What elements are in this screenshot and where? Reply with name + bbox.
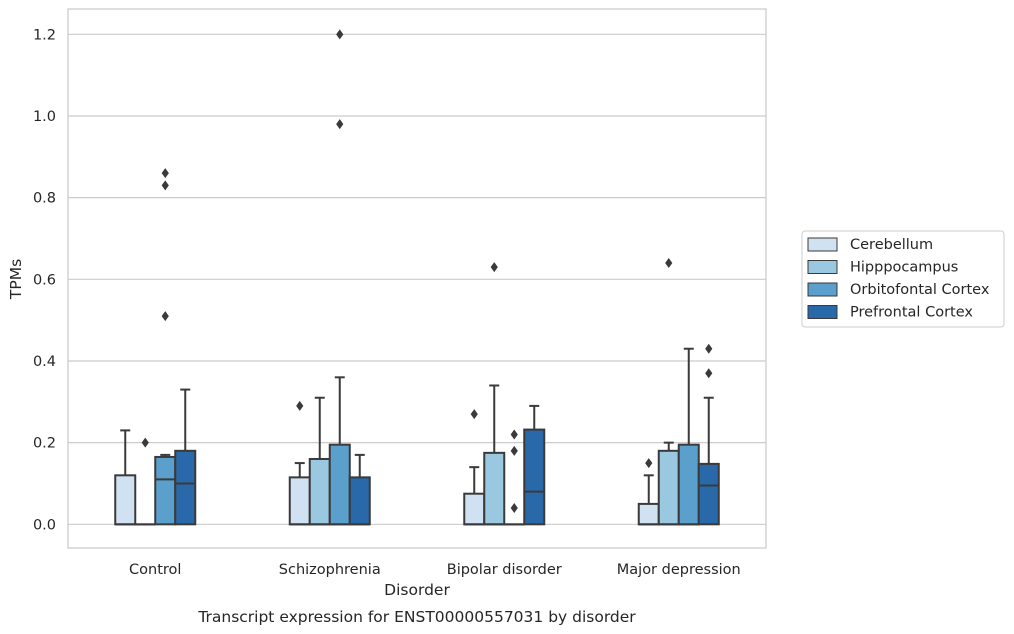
outlier-point <box>161 168 169 179</box>
outlier-point <box>161 311 169 322</box>
box-orbitofontal-cortex <box>328 29 351 526</box>
box-hipppocampus <box>657 257 680 526</box>
legend-swatch <box>807 282 838 297</box>
x-axis-label: Disorder <box>384 581 450 599</box>
box-hipppocampus <box>135 437 156 526</box>
box-orbitofontal-cortex <box>677 347 700 526</box>
box-series <box>114 29 720 526</box>
box-hipppocampus <box>483 262 506 526</box>
box-cerebellum <box>114 429 137 526</box>
legend-label: Orbitofontal Cortex <box>850 282 990 298</box>
legend-swatch <box>807 260 838 274</box>
y-tick-label: 0.0 <box>33 517 56 533</box>
x-tick-label: Bipolar disorder <box>447 562 562 578</box>
box-body <box>328 443 351 526</box>
box-body <box>114 474 137 526</box>
box-prefrontal-cortex <box>174 388 197 526</box>
box-orbitofontal-cortex <box>154 168 177 526</box>
plot-frame <box>67 8 767 549</box>
box-body <box>174 449 197 526</box>
legend-swatch <box>807 237 838 252</box>
legend-frame <box>801 230 1005 328</box>
x-tick-label: Major depression <box>617 562 741 578</box>
box-body <box>637 502 660 526</box>
outlier-point <box>665 257 673 268</box>
box-cerebellum <box>637 458 660 526</box>
y-axis-label: TPMs <box>7 259 25 300</box>
box-body <box>657 449 680 526</box>
outlier-point <box>510 429 518 440</box>
x-tick-label: Control <box>129 562 181 578</box>
legend-entries: Cerebellum Hipppocampus Orbitofontal Corte… <box>807 237 990 321</box>
box-body <box>463 492 486 526</box>
box-hipppocampus <box>308 396 331 526</box>
box-prefrontal-cortex <box>523 404 546 526</box>
box-body <box>348 476 371 526</box>
legend-label: Cerebellum <box>850 237 933 253</box>
outlier-point <box>705 368 713 379</box>
box-body <box>677 443 700 526</box>
box-body <box>288 476 311 526</box>
outlier-point <box>141 437 149 448</box>
box-prefrontal-cortex <box>348 453 371 526</box>
y-tick-label: 1.0 <box>33 109 56 125</box>
box-body <box>308 457 331 526</box>
outlier-point <box>510 502 518 513</box>
x-tick-labels: Control Schizophrenia Bipolar disorder Majo… <box>129 562 741 578</box>
outlier-point <box>490 262 498 273</box>
y-tick-label: 0.2 <box>33 436 56 452</box>
x-tick-label: Schizophrenia <box>279 562 381 578</box>
box-body <box>483 451 506 526</box>
legend: Cerebellum Hipppocampus Orbitofontal Corte… <box>801 230 1005 328</box>
legend-label: Prefrontal Cortex <box>850 305 973 321</box>
box-cerebellum <box>288 400 311 526</box>
outlier-point <box>161 180 169 191</box>
box-body <box>697 462 720 526</box>
y-tick-label: 0.4 <box>33 354 56 370</box>
outlier-point <box>336 119 344 130</box>
chart-title: Transcript expression for ENST0000055703… <box>197 608 636 626</box>
box-cerebellum <box>463 409 486 526</box>
y-tick-labels: 0.0 0.2 0.4 0.6 0.8 1.0 1.2 <box>33 27 56 533</box>
outlier-point <box>510 445 518 456</box>
box-prefrontal-cortex <box>697 343 720 526</box>
box-body <box>154 455 177 526</box>
outlier-point <box>705 343 713 354</box>
box-orbitofontal-cortex <box>504 429 525 526</box>
legend-swatch <box>807 305 838 319</box>
y-tick-label: 0.6 <box>33 272 56 288</box>
legend-label: Hipppocampus <box>850 260 958 276</box>
box-body <box>523 428 546 526</box>
y-tick-label: 1.2 <box>33 27 56 43</box>
outlier-point <box>296 400 304 411</box>
outlier-point <box>645 458 653 469</box>
outlier-point <box>336 29 344 40</box>
y-tick-label: 0.8 <box>33 191 56 207</box>
outlier-point <box>470 409 478 420</box>
